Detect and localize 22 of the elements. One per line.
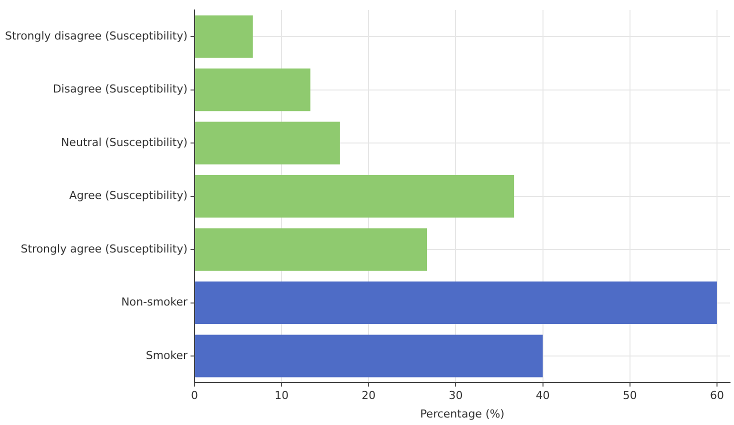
x-tick-label: 30 xyxy=(448,389,463,402)
y-tick-label: Strongly disagree (Susceptibility) xyxy=(4,29,188,42)
bar xyxy=(195,15,253,58)
bar xyxy=(195,68,310,112)
x-tick-label: 20 xyxy=(362,389,376,402)
y-tick-label: Strongly agree (Susceptibility) xyxy=(20,242,188,256)
bar xyxy=(195,122,340,164)
bar xyxy=(195,175,514,218)
bar xyxy=(195,228,428,271)
x-tick-label: 60 xyxy=(710,389,724,402)
x-axis-title: Percentage (%) xyxy=(420,407,504,420)
bar xyxy=(195,281,717,324)
x-tick-label: 0 xyxy=(191,389,198,402)
y-tick-label: Agree (Susceptibility) xyxy=(69,189,188,202)
y-tick-label: Smoker xyxy=(146,348,188,362)
x-tick-label: 50 xyxy=(622,389,637,402)
y-tick-label: Disagree (Susceptibility) xyxy=(52,82,188,96)
x-tick-label: 40 xyxy=(536,389,550,402)
y-tick-label: Non-smoker xyxy=(121,296,188,309)
x-tick-label: 10 xyxy=(274,389,289,402)
bar xyxy=(195,334,543,378)
y-tick-label: Neutral (Susceptibility) xyxy=(61,136,188,149)
